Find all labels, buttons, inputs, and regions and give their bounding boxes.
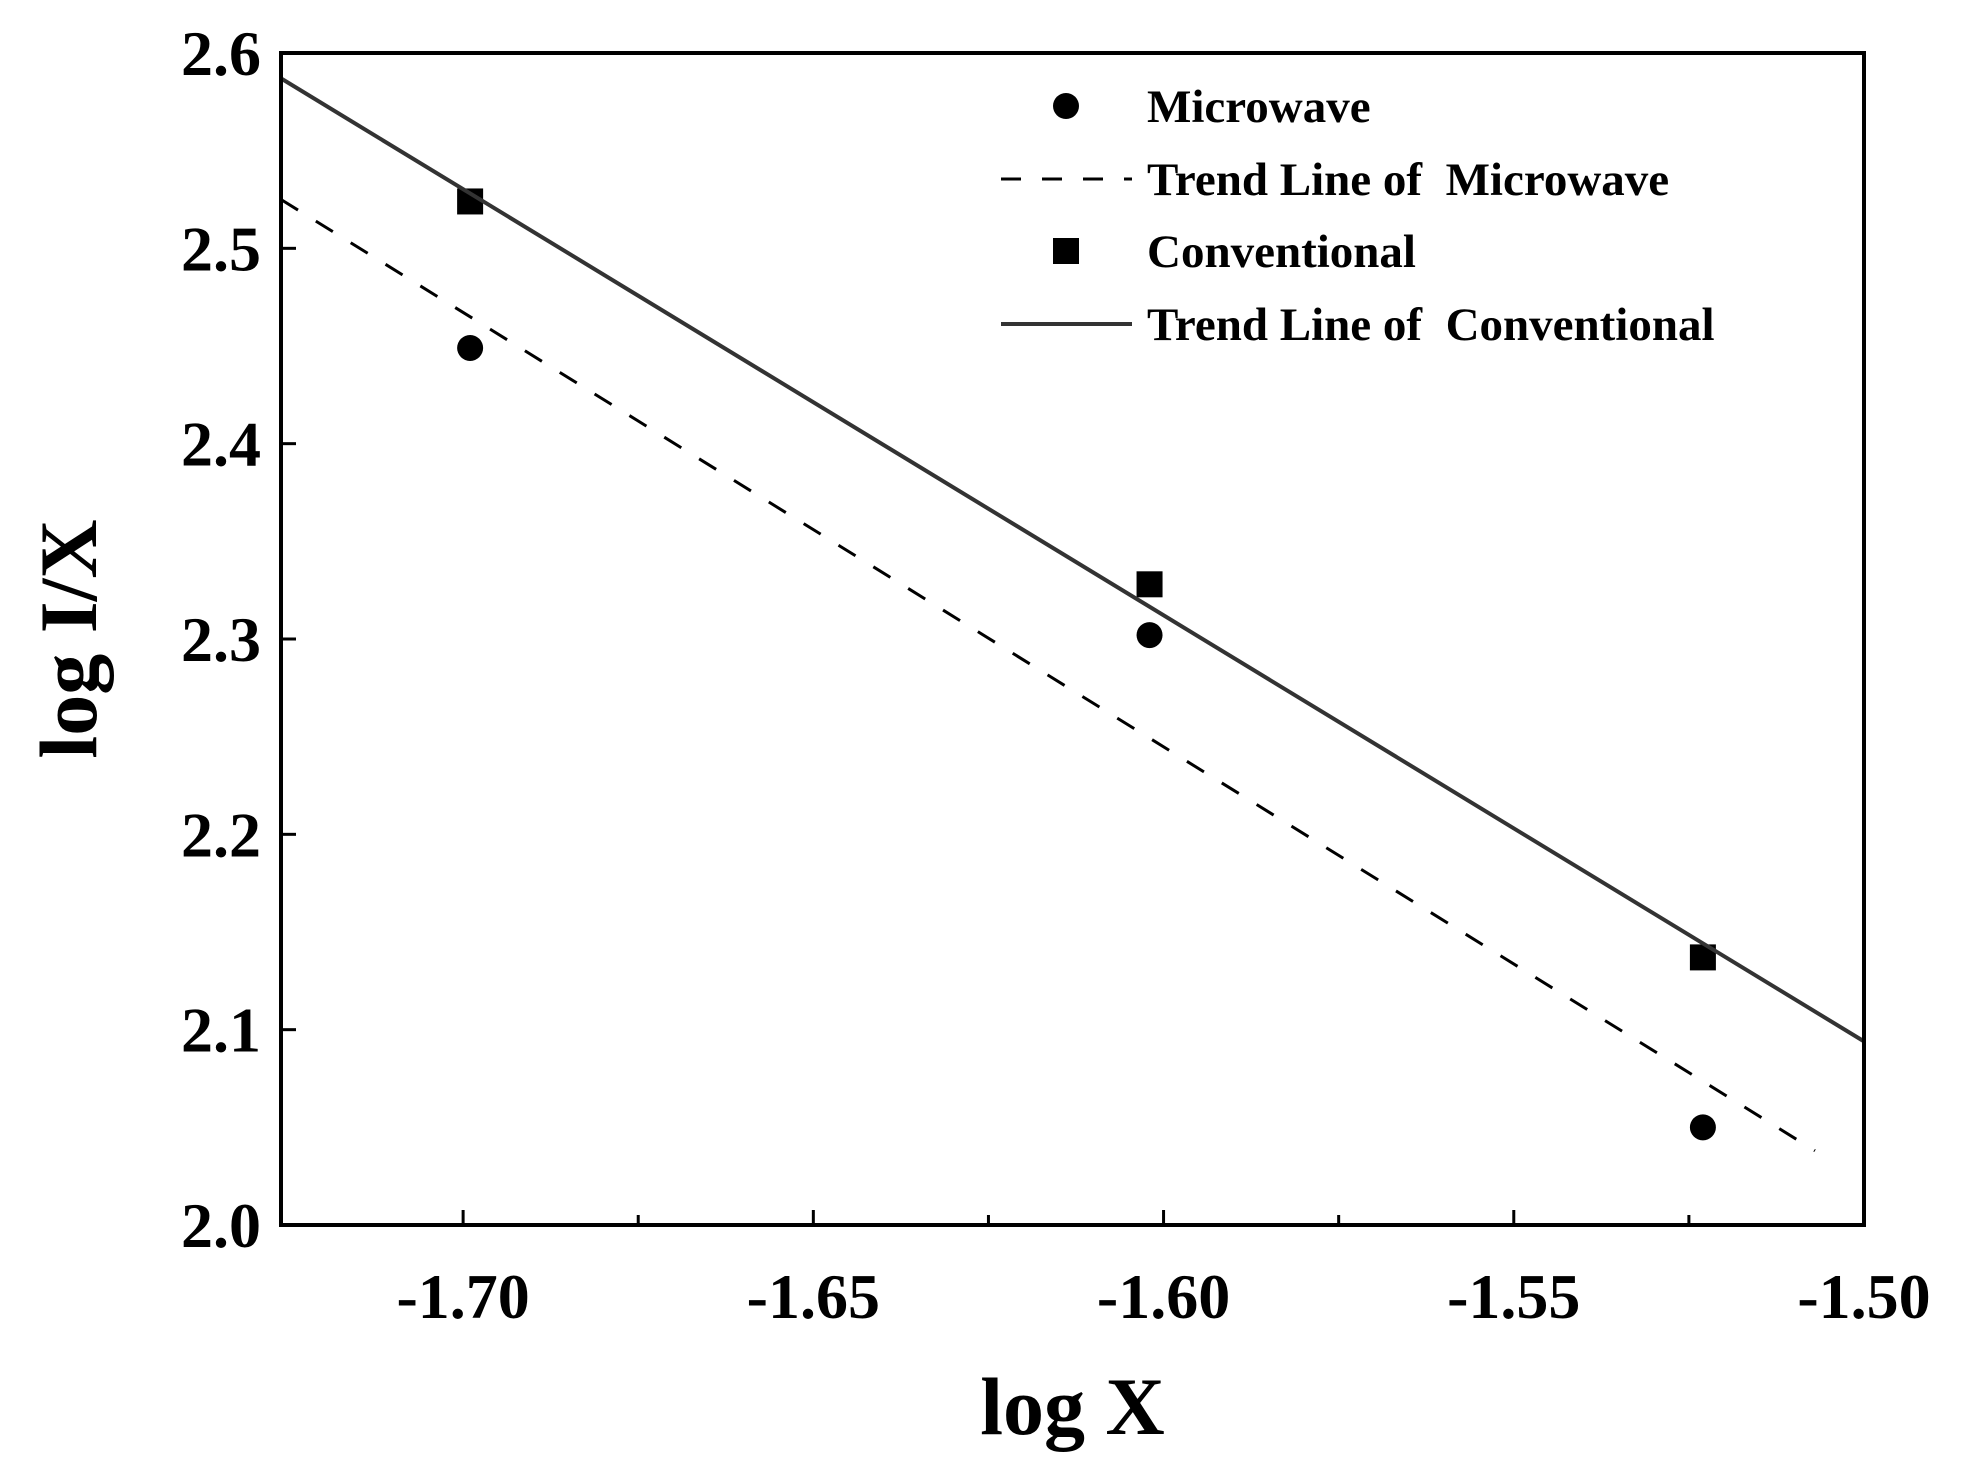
y-tick-label: 2.1 xyxy=(181,995,261,1066)
y-axis-title: log I/X xyxy=(23,519,114,758)
legend-symbol-conventional xyxy=(1053,238,1079,264)
legend-label-trend-line-of-conventional: Trend Line of Conventional xyxy=(1147,299,1715,351)
x-tick-label: -1.65 xyxy=(747,1261,880,1332)
y-tick-label: 2.3 xyxy=(181,604,261,675)
tick-labels: -1.70 -1.65 -1.60 -1.55 -1.50 2.0 2.1 2.2 2.3 2.4… xyxy=(181,18,1931,1332)
conventional-point xyxy=(1136,571,1163,598)
legend-label-microwave: Microwave xyxy=(1147,81,1371,133)
microwave-point xyxy=(1136,622,1163,649)
legend-label-conventional: Conventional xyxy=(1147,226,1416,278)
plot-frame xyxy=(279,51,1866,1227)
x-tick-label: -1.50 xyxy=(1797,1261,1930,1332)
legend-label-trend-line-of-microwave: Trend Line of Microwave xyxy=(1147,154,1669,206)
y-tick-label: 2.6 xyxy=(181,18,261,89)
x-tick-label: -1.70 xyxy=(396,1261,529,1332)
y-tick-label: 2.4 xyxy=(181,409,261,480)
trend-line-of-conventional xyxy=(281,76,1864,1044)
plot-content xyxy=(281,76,1864,1153)
y-tick-label: 2.2 xyxy=(181,799,261,870)
legend-symbol-microwave xyxy=(1053,93,1079,119)
x-tick-label: -1.60 xyxy=(1097,1261,1230,1332)
legend: Microwave Trend Line of Microwave Conventi… xyxy=(1001,81,1715,351)
microwave-point xyxy=(1689,1114,1716,1141)
y-tick-label: 2.0 xyxy=(181,1190,261,1261)
x-axis-title: log X xyxy=(980,1361,1165,1452)
trend-line-of-microwave xyxy=(281,198,1816,1153)
axis-ticks xyxy=(281,246,1691,1225)
y-tick-label: 2.5 xyxy=(181,213,261,284)
microwave-point xyxy=(457,334,484,361)
x-tick-label: -1.55 xyxy=(1447,1261,1580,1332)
